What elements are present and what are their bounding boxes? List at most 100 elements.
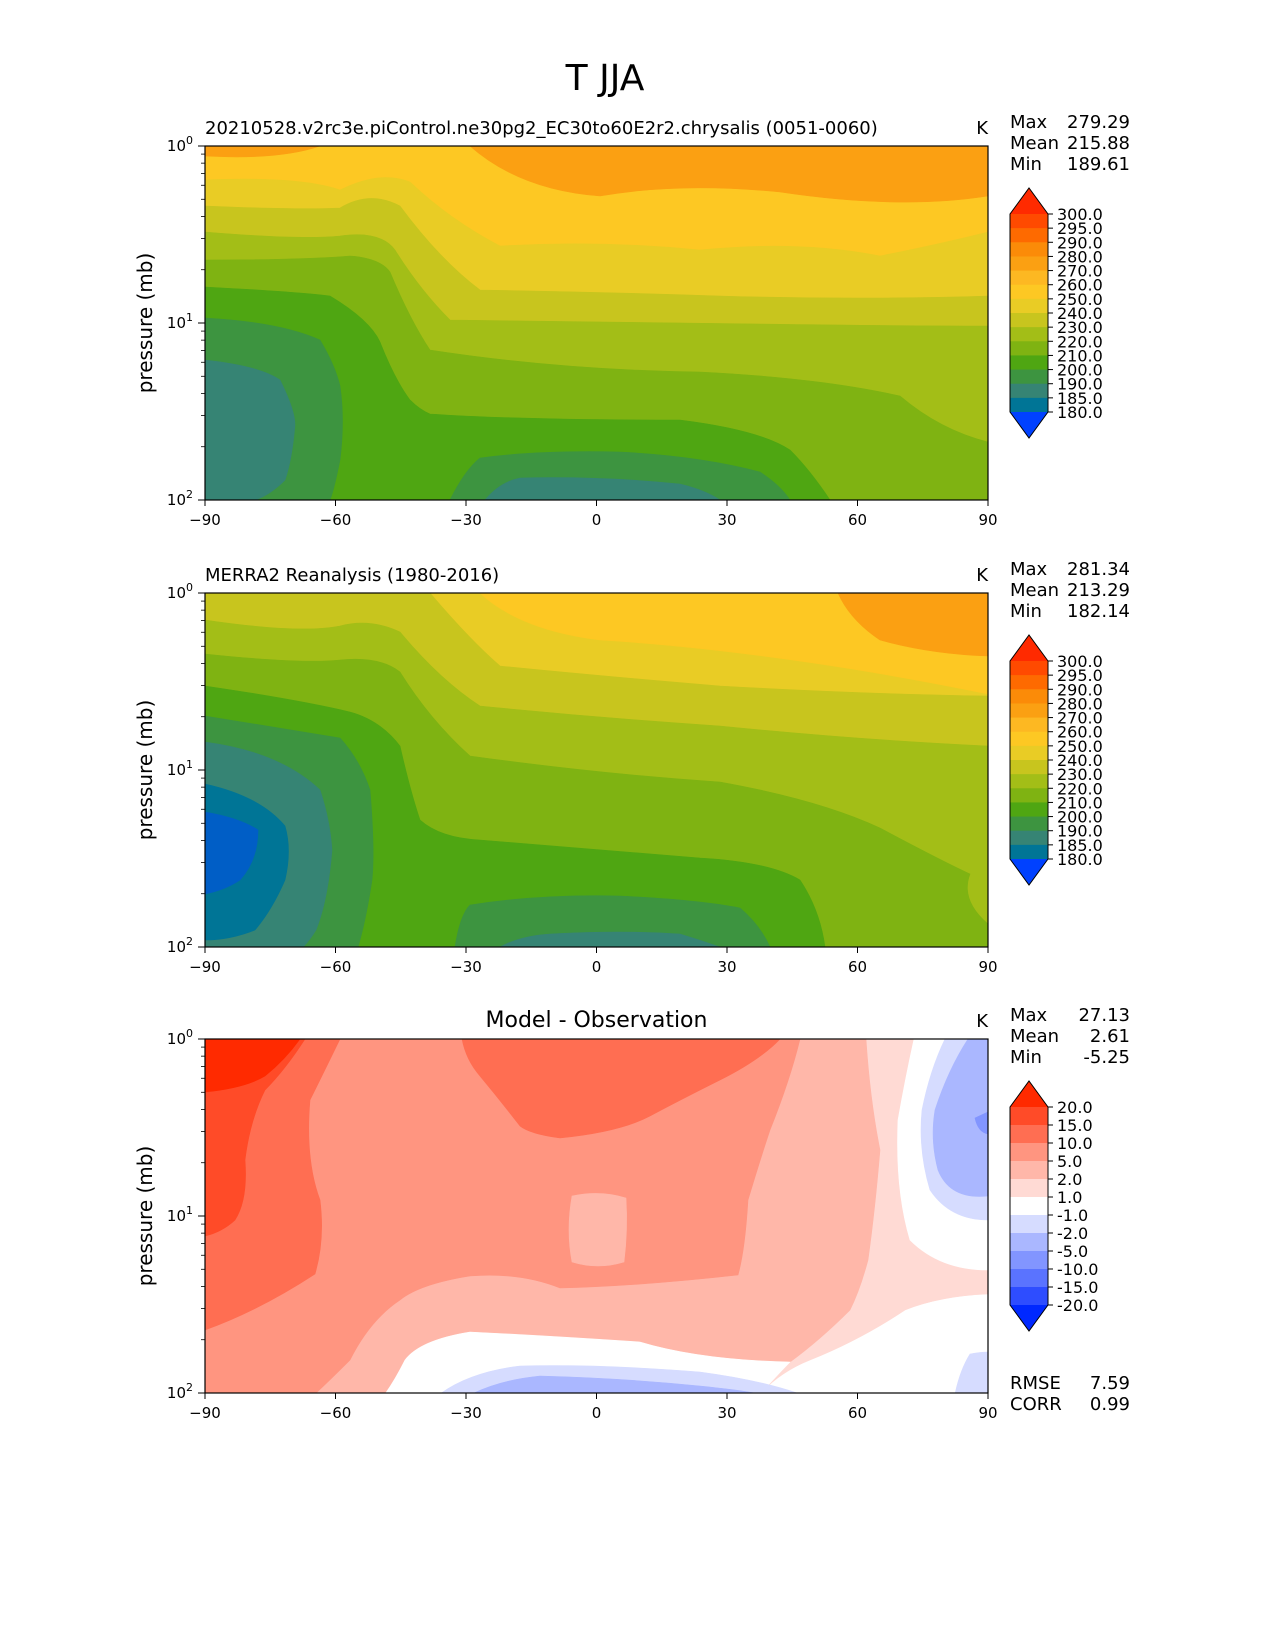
- colorbar-segment: [1010, 1215, 1048, 1234]
- panel-title: MERRA2 Reanalysis (1980-2016): [205, 565, 499, 586]
- stat-value: 0.99: [1090, 1394, 1130, 1415]
- stat-label: Mean: [1010, 580, 1059, 601]
- contour-band-17: [954, 1351, 988, 1393]
- units-label: K: [976, 565, 989, 586]
- stat-label: Max: [1010, 1005, 1048, 1026]
- stat-label: Mean: [1010, 133, 1059, 154]
- colorbar-tick-label: -2.0: [1057, 1224, 1088, 1243]
- y-tick-label: 102: [167, 488, 193, 509]
- colorbar-tick-label: 220.0: [1057, 332, 1103, 351]
- colorbar-segment: [1010, 1143, 1048, 1162]
- colorbar-tick-label: 240.0: [1057, 751, 1103, 770]
- contour-fill: [205, 593, 988, 947]
- colorbar-segment: [1010, 774, 1048, 789]
- x-tick-label: 30: [717, 1404, 736, 1422]
- colorbar-segment: [1010, 717, 1048, 733]
- colorbar-tick-label: 15.0: [1057, 1116, 1093, 1135]
- contour-band-13: [205, 811, 259, 895]
- stat-value: 182.14: [1067, 601, 1130, 622]
- stat-label: Max: [1010, 112, 1048, 133]
- colorbar-tick-label: 260.0: [1057, 723, 1103, 742]
- contour-band-3: [205, 146, 321, 158]
- contour-band-2: [469, 146, 988, 203]
- x-tick-label: −60: [320, 511, 352, 529]
- stat-value: 279.29: [1067, 112, 1130, 133]
- colorbar-segment: [1010, 661, 1048, 676]
- colorbar-tick-label: 220.0: [1057, 779, 1103, 798]
- colorbar-segment: [1010, 327, 1048, 342]
- colorbar-tick-label: 185.0: [1057, 389, 1103, 408]
- x-tick-label: −90: [189, 1404, 221, 1422]
- x-tick-label: −90: [189, 511, 221, 529]
- contour-band-12: [484, 477, 721, 500]
- colorbar-tick-label: 185.0: [1057, 836, 1103, 855]
- colorbar-segment: [1010, 341, 1048, 356]
- y-tick-label: 102: [167, 1381, 193, 1402]
- panel-title: Model - Observation: [486, 1008, 708, 1033]
- colorbar-segment: [1010, 830, 1048, 846]
- colorbar-segment: [1010, 284, 1048, 300]
- colorbar-tick-label: -5.0: [1057, 1242, 1088, 1261]
- x-tick-label: 30: [717, 511, 736, 529]
- colorbar-tick-label: 300.0: [1057, 652, 1103, 671]
- contour-band-9: [454, 895, 771, 947]
- colorbar-segment: [1010, 1179, 1048, 1198]
- colorbar-segment: [1010, 788, 1048, 803]
- colorbar-segment: [1010, 1251, 1048, 1270]
- colorbar-tick-label: 200.0: [1057, 361, 1103, 380]
- contour-band-9: [205, 1039, 301, 1093]
- x-tick-label: 90: [978, 1404, 997, 1422]
- y-axis-label: pressure (mb): [133, 700, 157, 841]
- x-tick-label: −30: [450, 511, 482, 529]
- colorbar-tick-label: 280.0: [1057, 694, 1103, 713]
- colorbar-max-extend: [1010, 188, 1048, 214]
- colorbar-tick-label: 230.0: [1057, 318, 1103, 337]
- contour-band-11: [499, 931, 721, 947]
- colorbar-tick-label: 290.0: [1057, 680, 1103, 699]
- colorbar-tick-label: 180.0: [1057, 850, 1103, 869]
- colorbar-tick-label: 10.0: [1057, 1134, 1093, 1153]
- stat-label: Max: [1010, 559, 1048, 580]
- contour-band-8: [205, 286, 831, 500]
- figure-title: T JJA: [565, 58, 645, 99]
- colorbar-max-extend: [1010, 1081, 1048, 1107]
- stat-label: Min: [1010, 601, 1042, 622]
- colorbar-tick-label: -20.0: [1057, 1296, 1098, 1315]
- contour-band-7: [461, 1039, 781, 1139]
- colorbar-segment: [1010, 1287, 1048, 1306]
- colorbar-tick-label: 295.0: [1057, 219, 1103, 238]
- colorbar-segment: [1010, 1233, 1048, 1252]
- colorbar-tick-label: 2.0: [1057, 1170, 1082, 1189]
- stat-label: RMSE: [1010, 1373, 1061, 1394]
- stat-value: -5.25: [1083, 1047, 1130, 1068]
- colorbar-tick-label: 230.0: [1057, 765, 1103, 784]
- units-label: K: [976, 118, 989, 139]
- stat-value: 189.61: [1067, 154, 1130, 175]
- colorbar-segment: [1010, 703, 1048, 719]
- colorbar-tick-label: 200.0: [1057, 808, 1103, 827]
- contour-band-13: [974, 1111, 988, 1135]
- colorbar-segment: [1010, 1197, 1048, 1216]
- colorbar-segment: [1010, 844, 1048, 860]
- y-tick-label: 101: [167, 1204, 193, 1225]
- x-tick-label: −90: [189, 958, 221, 976]
- colorbar-segment: [1010, 760, 1048, 775]
- colorbar-tick-label: -15.0: [1057, 1278, 1098, 1297]
- colorbar-segment: [1010, 802, 1048, 818]
- colorbar-tick-label: 1.0: [1057, 1188, 1082, 1207]
- x-tick-label: 90: [978, 511, 997, 529]
- colorbar-tick-label: 240.0: [1057, 304, 1103, 323]
- panel-3: Model - Observation K −90 −60 −30 0 30 60 90 100 1…: [133, 1005, 1130, 1422]
- colorbar-tick-label: 295.0: [1057, 666, 1103, 685]
- x-tick-label: 60: [848, 958, 867, 976]
- colorbar-tick-label: 250.0: [1057, 737, 1103, 756]
- colorbar-segment: [1010, 256, 1048, 272]
- colorbar-segment: [1010, 270, 1048, 286]
- stat-label: Min: [1010, 1047, 1042, 1068]
- stat-value: 7.59: [1090, 1373, 1130, 1394]
- stat-value: 27.13: [1078, 1005, 1130, 1026]
- contour-band-12: [932, 1039, 988, 1197]
- colorbar-segment: [1010, 355, 1048, 371]
- panel-2: MERRA2 Reanalysis (1980-2016) K −90 −60 −30 0…: [133, 559, 1130, 976]
